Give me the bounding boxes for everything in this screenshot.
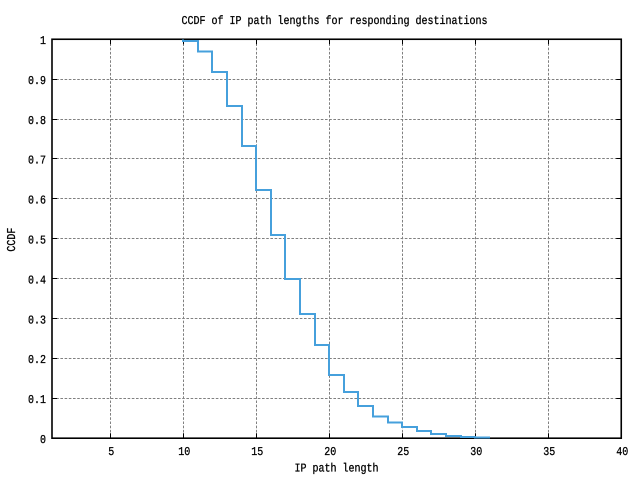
svg-text:0.8: 0.8 xyxy=(28,114,46,128)
svg-text:5: 5 xyxy=(108,445,114,459)
svg-text:0: 0 xyxy=(40,433,46,447)
svg-text:IP path length: IP path length xyxy=(295,462,379,476)
svg-text:0.6: 0.6 xyxy=(28,194,46,208)
svg-text:15: 15 xyxy=(251,445,263,459)
svg-text:40: 40 xyxy=(616,445,628,459)
svg-text:10: 10 xyxy=(178,445,190,459)
svg-text:0.4: 0.4 xyxy=(28,273,46,287)
svg-text:0.5: 0.5 xyxy=(28,234,46,248)
svg-text:CCDF of IP path lengths for re: CCDF of IP path lengths for responding d… xyxy=(182,14,488,28)
svg-text:0.7: 0.7 xyxy=(28,154,46,168)
svg-text:1: 1 xyxy=(40,34,46,48)
svg-text:35: 35 xyxy=(543,445,555,459)
svg-text:30: 30 xyxy=(470,445,482,459)
svg-text:20: 20 xyxy=(324,445,336,459)
svg-text:0.1: 0.1 xyxy=(28,393,46,407)
svg-text:25: 25 xyxy=(397,445,409,459)
svg-text:0.9: 0.9 xyxy=(28,74,46,88)
svg-text:CCDF: CCDF xyxy=(5,228,19,252)
svg-text:0.2: 0.2 xyxy=(28,353,46,367)
svg-text:0.3: 0.3 xyxy=(28,313,46,327)
